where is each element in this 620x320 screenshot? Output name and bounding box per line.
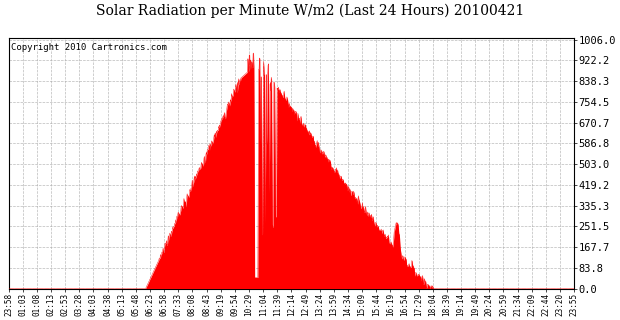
Text: Solar Radiation per Minute W/m2 (Last 24 Hours) 20100421: Solar Radiation per Minute W/m2 (Last 24… [96, 3, 524, 18]
Text: Copyright 2010 Cartronics.com: Copyright 2010 Cartronics.com [12, 43, 167, 52]
